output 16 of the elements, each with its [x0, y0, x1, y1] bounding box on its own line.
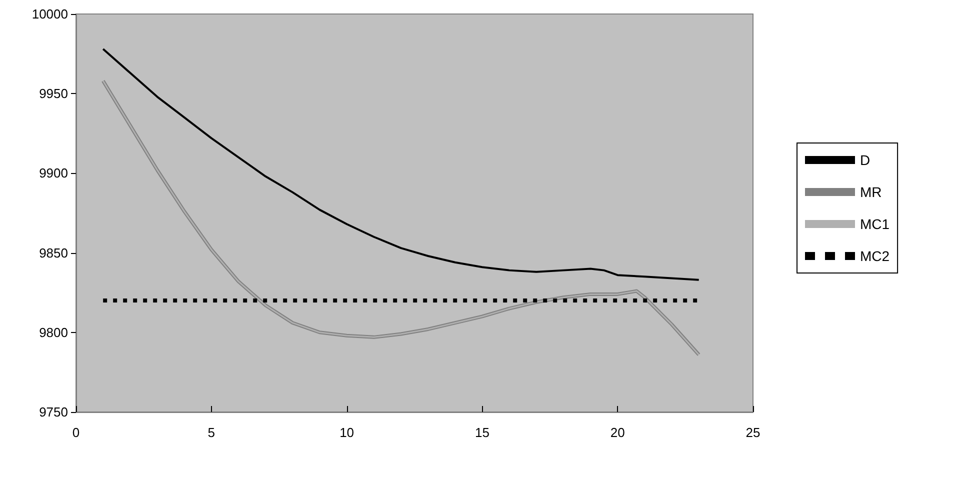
legend-label: MC2: [860, 248, 890, 264]
x-tick-label: 20: [610, 425, 625, 440]
x-tick-label: 25: [746, 425, 760, 440]
x-tick-label: 15: [474, 425, 490, 440]
y-tick-label: 9750: [39, 404, 68, 420]
x-tick-label: 0: [72, 425, 80, 440]
y-tick-label: 9950: [39, 86, 68, 102]
x-tick-label: 10: [340, 425, 354, 440]
legend-label: MC1: [860, 216, 890, 232]
y-tick-label: 9800: [39, 324, 68, 340]
y-tick-label: 10000: [32, 6, 68, 22]
legend-label: MR: [860, 184, 882, 200]
y-tick-label: 9900: [39, 166, 68, 181]
y-tick-label: 9850: [39, 245, 68, 260]
x-tick-label: 5: [208, 425, 216, 440]
legend-label: D: [860, 152, 870, 168]
